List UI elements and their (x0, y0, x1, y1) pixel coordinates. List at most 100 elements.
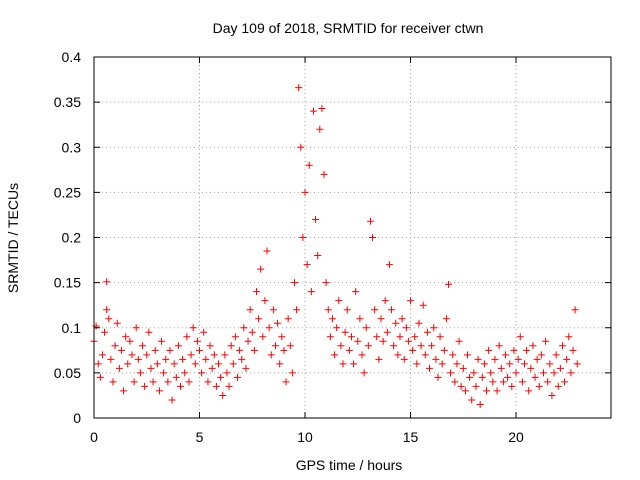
data-point (98, 351, 106, 359)
data-point (250, 346, 258, 354)
data-point (366, 217, 374, 225)
data-point (233, 373, 241, 381)
data-point (244, 337, 252, 345)
data-point (204, 378, 212, 386)
data-point (293, 306, 301, 314)
chart-title: Day 109 of 2018, SRMTID for receiver ctw… (213, 20, 484, 36)
data-point (552, 351, 560, 359)
data-point (369, 234, 377, 241)
data-point (550, 369, 558, 377)
data-point (561, 378, 569, 386)
data-point (280, 346, 288, 354)
data-point (546, 360, 554, 368)
data-point (103, 278, 111, 286)
data-point (320, 170, 328, 178)
data-point (385, 261, 393, 269)
data-point (276, 360, 284, 368)
y-tick-label: 0.2 (62, 230, 82, 246)
data-point (231, 333, 239, 341)
data-point (295, 84, 303, 92)
data-point (206, 342, 214, 350)
data-point (371, 306, 379, 314)
data-point (356, 315, 364, 323)
data-point (476, 400, 484, 408)
data-point (535, 382, 543, 390)
data-point (491, 355, 499, 363)
x-tick-label: 0 (90, 429, 98, 445)
data-point (423, 328, 431, 336)
data-point (563, 355, 571, 363)
x-tick-label: 5 (196, 429, 204, 445)
data-point (415, 319, 423, 327)
data-point (305, 161, 313, 169)
y-tick-label: 0.4 (62, 49, 82, 65)
data-point (516, 333, 524, 341)
data-point (506, 360, 514, 368)
data-point (261, 297, 269, 305)
y-tick-label: 0.15 (54, 275, 81, 291)
data-point (375, 355, 383, 363)
data-point (495, 342, 503, 350)
data-point (179, 355, 187, 363)
data-point (453, 360, 461, 368)
data-point (512, 369, 520, 377)
data-point (539, 369, 547, 377)
data-point (297, 143, 305, 151)
data-point (155, 387, 163, 395)
data-point (407, 297, 415, 305)
data-point (354, 337, 362, 345)
data-point (267, 351, 275, 359)
data-point (470, 369, 478, 377)
data-point (328, 315, 336, 323)
data-point (571, 306, 579, 314)
data-point (474, 355, 482, 363)
data-point (198, 369, 206, 377)
data-point (196, 346, 204, 354)
data-point (187, 351, 195, 359)
data-point (459, 364, 467, 372)
data-point (170, 360, 178, 368)
data-point (202, 355, 210, 363)
data-point (398, 315, 406, 323)
data-point (257, 265, 265, 273)
data-point (426, 364, 434, 372)
data-point (533, 355, 541, 363)
data-point (394, 351, 402, 359)
data-point (480, 360, 488, 368)
data-point (183, 333, 191, 341)
data-point (303, 261, 311, 269)
data-point (252, 288, 260, 296)
axis-ticks (93, 56, 611, 419)
data-point (497, 364, 505, 372)
data-point (151, 346, 159, 354)
data-point (326, 333, 334, 341)
data-point (136, 369, 144, 377)
data-point (345, 346, 353, 354)
data-point (461, 387, 469, 395)
data-point (445, 280, 453, 288)
data-point (544, 378, 552, 386)
y-tick-label: 0.35 (54, 94, 81, 110)
data-point (432, 355, 440, 363)
data-point (101, 328, 109, 336)
data-point (451, 378, 459, 386)
data-point (312, 215, 320, 223)
data-point (271, 342, 279, 350)
data-point (514, 355, 522, 363)
data-point (139, 342, 147, 350)
data-point (504, 373, 512, 381)
data-point (518, 378, 526, 386)
data-point (274, 319, 282, 327)
data-point (358, 351, 366, 359)
data-point (392, 319, 400, 327)
data-point (442, 315, 450, 323)
data-point (558, 342, 566, 350)
y-axis-label: SRMTID / TECUs (5, 183, 21, 293)
data-point (316, 125, 324, 133)
data-point (248, 328, 256, 336)
data-point (107, 355, 115, 363)
data-point (290, 279, 298, 287)
data-point (381, 297, 389, 305)
data-point (215, 360, 223, 368)
data-point (130, 378, 138, 386)
